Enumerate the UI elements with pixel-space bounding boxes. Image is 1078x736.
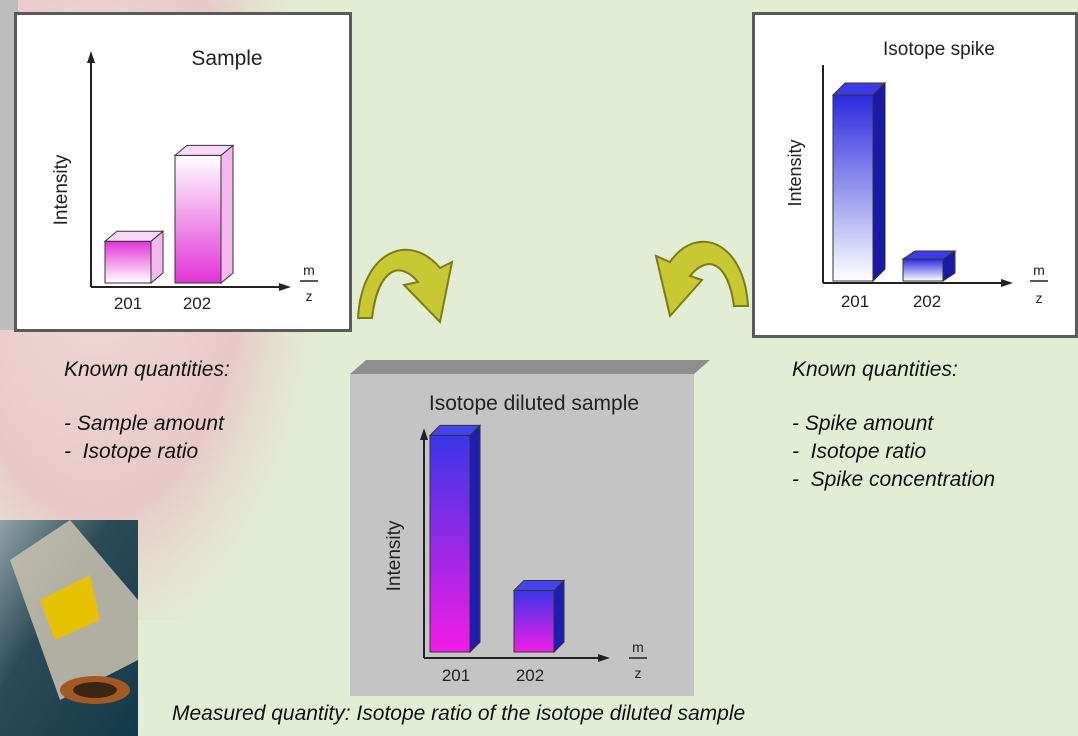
sample-panel-shadow bbox=[0, 0, 18, 330]
spike-known-quantities-heading: Known quantities: bbox=[792, 358, 958, 381]
bar-front-face bbox=[832, 94, 874, 282]
spike-known-quantity-item: - Spike concentration bbox=[792, 468, 996, 491]
sample-known-quantities: Known quantities: - Sample amount - Isot… bbox=[64, 356, 230, 466]
spike-chart: Isotope spike Intensity m z 201 202 bbox=[785, 39, 1048, 311]
diluted-bar-201 bbox=[428, 424, 482, 654]
spike-x-axis-label-z: z bbox=[1036, 290, 1043, 306]
diluted-x-axis-label-z: z bbox=[635, 665, 642, 681]
bar-side-face bbox=[220, 144, 234, 285]
diluted-chart: Isotope diluted sample Intensity m z 201… bbox=[350, 360, 710, 696]
sample-y-axis-label: Intensity bbox=[51, 154, 72, 225]
diluted-tick-label-201: 201 bbox=[442, 666, 470, 685]
sample-tick-label-201: 201 bbox=[114, 294, 142, 313]
diluted-bar-202 bbox=[512, 579, 566, 654]
spike-bar-201 bbox=[831, 81, 887, 283]
bar-top-face bbox=[173, 144, 235, 156]
sample-known-quantity-item: - Sample amount bbox=[64, 412, 224, 435]
arrow-sample-to-diluted bbox=[356, 248, 454, 325]
sample-x-axis-arrow bbox=[279, 283, 291, 291]
bar-front-face bbox=[104, 240, 152, 284]
diluted-y-axis-arrow bbox=[420, 428, 428, 440]
spike-x-axis-label-m: m bbox=[1033, 262, 1045, 278]
bar-front-face bbox=[513, 589, 555, 653]
spike-title: Isotope spike bbox=[883, 39, 995, 60]
diluted-x-axis-arrow bbox=[598, 654, 610, 662]
spike-tick-label-201: 201 bbox=[841, 292, 869, 311]
bar-side-face bbox=[469, 424, 481, 654]
sample-bar-201 bbox=[103, 230, 165, 285]
bar-top-face bbox=[901, 250, 957, 260]
bar-top-face bbox=[428, 424, 482, 436]
bar-front-face bbox=[174, 154, 222, 284]
spike-x-axis-arrow bbox=[1001, 279, 1013, 287]
isotope-diluted-sample-panel: Isotope diluted sample Intensity m z 201… bbox=[350, 360, 710, 696]
diluted-y-axis-label: Intensity bbox=[384, 520, 405, 591]
bar-side-face bbox=[553, 579, 565, 654]
spike-y-axis-label: Intensity bbox=[785, 139, 805, 206]
arrow-spike-to-diluted bbox=[654, 240, 750, 319]
measured-quantity-caption: Measured quantity: Isotope ratio of the … bbox=[172, 702, 746, 725]
bar-top-face bbox=[831, 82, 887, 96]
sample-panel: Sample Intensity m z 201 202 bbox=[14, 12, 352, 332]
spike-tick-label-202: 202 bbox=[913, 292, 941, 311]
bar-side-face bbox=[872, 81, 886, 283]
lab-photo bbox=[0, 520, 138, 736]
diluted-x-axis-label-m: m bbox=[632, 639, 644, 655]
sample-x-axis-label-z: z bbox=[306, 288, 313, 304]
sample-tick-label-202: 202 bbox=[183, 294, 211, 313]
spike-known-quantity-item: - Isotope ratio bbox=[792, 440, 927, 463]
sample-known-quantity-item: - Isotope ratio bbox=[64, 440, 199, 463]
bar-top-face bbox=[103, 230, 165, 242]
diluted-title: Isotope diluted sample bbox=[429, 392, 639, 415]
spike-bar-202 bbox=[901, 250, 957, 282]
sample-x-axis-label-m: m bbox=[303, 262, 315, 278]
sample-bar-202 bbox=[173, 144, 235, 285]
sample-chart: Sample Intensity m z 201 202 bbox=[51, 47, 318, 313]
diluted-tick-label-202: 202 bbox=[516, 666, 544, 685]
diluted-panel-top-edge bbox=[350, 360, 710, 374]
sample-y-axis-arrow bbox=[87, 51, 95, 63]
sample-title: Sample bbox=[191, 47, 262, 70]
isotope-spike-panel: Isotope spike Intensity m z 201 202 bbox=[752, 12, 1078, 338]
spike-known-quantity-item: - Spike amount bbox=[792, 412, 934, 435]
bar-front-face bbox=[902, 258, 944, 282]
sample-known-quantities-heading: Known quantities: bbox=[64, 358, 230, 381]
spike-known-quantities: Known quantities: - Spike amount - Isoto… bbox=[792, 356, 995, 494]
bar-front-face bbox=[429, 434, 471, 653]
bar-top-face bbox=[512, 579, 566, 591]
